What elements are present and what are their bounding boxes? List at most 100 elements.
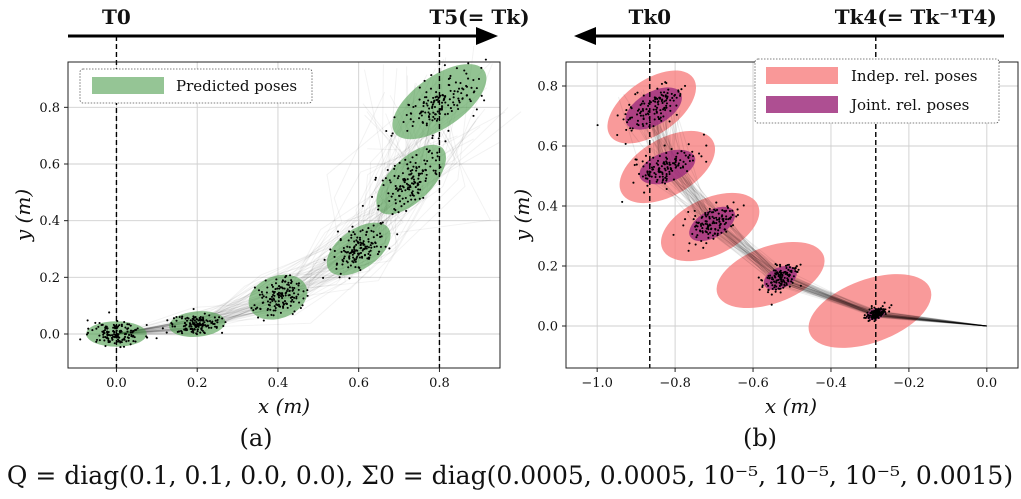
- panel-a-sample-point: [119, 329, 122, 332]
- panel-a-sample-point: [266, 300, 270, 303]
- panel-a-sample-point: [421, 121, 424, 124]
- panel-b-sample-point: [661, 98, 664, 101]
- panel-b-sample-point: [719, 222, 722, 225]
- panel-a-sample-point: [362, 243, 365, 246]
- panel-b-sample-point: [795, 270, 799, 273]
- panel-b-sample-point: [688, 242, 691, 245]
- panel-b-sample-point: [691, 232, 694, 235]
- panel-b-sample-point: [635, 158, 638, 161]
- panel-b-sample-point: [726, 206, 730, 209]
- panel-b-xtick-label: −0.8: [659, 376, 691, 391]
- panel-a-sample-point: [424, 111, 427, 114]
- panel-a-sample-point: [431, 103, 434, 106]
- panel-b-sample-point: [616, 114, 619, 117]
- panel-a-sample-point: [97, 325, 100, 328]
- panel-a-sample-point: [397, 189, 400, 192]
- panel-a-sample-point: [412, 105, 415, 109]
- panel-a-sample-point: [106, 331, 109, 334]
- panel-a-sample-point: [379, 222, 382, 225]
- panel-b-sample-point: [654, 100, 657, 103]
- panel-b-sample-point: [782, 286, 785, 289]
- panel-b-sample-point: [726, 205, 729, 208]
- panel-b-sample-point: [878, 313, 881, 316]
- panel-a-sample-point: [417, 177, 420, 180]
- panel-a-sample-point: [302, 297, 305, 300]
- panel-b-sample-point: [669, 104, 672, 107]
- panel-a-sample-point: [353, 248, 356, 251]
- panel-a-sample-point: [183, 328, 186, 331]
- panel-b-sample-point: [783, 283, 786, 286]
- panel-b-sample-point: [884, 312, 887, 316]
- panel-a-sample-point: [374, 242, 377, 245]
- panel-b-sample-point: [660, 93, 663, 96]
- panel-b-sample-point: [705, 220, 708, 223]
- panel-b-sample-point: [663, 182, 667, 185]
- panel-a-sample-point: [203, 332, 206, 335]
- panel-b-sample-point: [674, 166, 677, 169]
- panel-b-sample-point: [732, 201, 735, 204]
- panel-a-sample-point: [472, 78, 475, 82]
- panel-a-sample-point: [381, 179, 384, 182]
- panel-b-sample-point: [770, 303, 773, 306]
- panel-a-sample-point: [271, 290, 274, 293]
- panel-b-sample-point: [780, 280, 783, 283]
- panel-a-sample-point: [359, 269, 362, 272]
- panel-a-sample-point: [175, 315, 178, 319]
- panel-b-sample-point: [648, 121, 651, 124]
- panel-b-sample-point: [636, 119, 640, 122]
- panel-b-sample-point: [669, 99, 672, 102]
- panel-a-sample-point: [370, 229, 373, 232]
- panel-b-trajectory: [618, 96, 987, 327]
- panel-b-sample-point: [656, 106, 659, 109]
- panel-b-sample-point: [655, 180, 658, 183]
- panel-a-sample-point: [199, 331, 202, 334]
- panel-b-xtick-label: −0.2: [893, 376, 925, 391]
- panel-b-sample-point: [663, 167, 666, 170]
- panel-b-trajectory: [662, 105, 987, 327]
- panel-b-sample-point: [757, 276, 760, 279]
- panel-b-ytick-label: 0.6: [537, 140, 558, 155]
- panel-b-sample-point: [710, 228, 713, 231]
- panel-b-sample-point: [665, 104, 668, 107]
- panel-a-sample-point: [333, 249, 336, 253]
- panel-b-sample-point: [723, 223, 726, 226]
- panel-a-sample-point: [98, 334, 101, 337]
- panel-b-sample-point: [706, 213, 709, 216]
- panel-a-sample-point: [193, 322, 196, 325]
- panel-a-sample-point: [222, 324, 225, 328]
- panel-a-sample-point: [405, 113, 408, 117]
- panel-b-sample-point: [670, 147, 673, 151]
- panel-a-xtick-label: 0.6: [348, 376, 369, 391]
- panel-a-sample-point: [129, 324, 132, 327]
- panel-b-sample-point: [788, 285, 791, 288]
- panel-a-sample-point: [394, 187, 398, 191]
- panel-b-sample-point: [708, 217, 711, 220]
- panel-b-sample-point: [700, 224, 703, 227]
- panel-a-sample-point: [342, 246, 345, 250]
- panel-b-sample-point: [650, 166, 654, 169]
- panel-a-sample-point: [196, 322, 199, 325]
- panel-b-sample-point: [659, 109, 662, 112]
- panel-b-sample-point: [708, 215, 711, 219]
- panel-a-sample-point: [295, 295, 298, 298]
- panel-a-sample-point: [369, 254, 372, 257]
- panel-b-sample-point: [712, 237, 715, 240]
- panel-b-sample-point: [795, 265, 798, 268]
- panel-a-frame: [67, 61, 501, 369]
- panel-b-sample-point: [640, 110, 643, 113]
- panel-a-sample-point: [348, 246, 351, 249]
- panel-a-sample-point: [425, 91, 428, 94]
- panel-a-sample-point: [472, 114, 475, 117]
- panel-a-sample-point: [404, 189, 407, 192]
- panel-a-trajectory: [116, 111, 506, 335]
- panel-b-sample-point: [775, 264, 779, 267]
- panel-a-sample-point: [94, 321, 97, 324]
- panel-a-sample-point: [210, 321, 213, 324]
- panel-a-sample-point: [281, 296, 284, 300]
- panel-a-sample-point: [358, 236, 362, 239]
- panel-a-sample-point: [281, 279, 284, 282]
- panel-a-sample-point: [293, 286, 296, 290]
- panel-b: Tk0 Tk4(= Tk⁻¹T4) −1.0 −0.8 −0.6 −0.4 −0.2 0.0…: [510, 5, 1019, 452]
- panel-a-sample-point: [475, 108, 478, 111]
- panel-a-sample-point: [126, 336, 129, 339]
